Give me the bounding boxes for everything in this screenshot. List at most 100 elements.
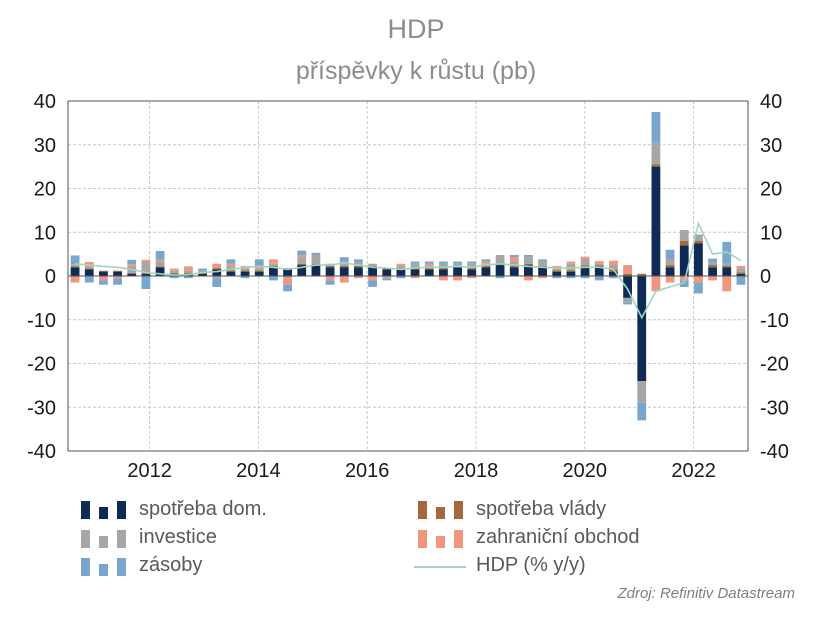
bar-inventories <box>113 278 122 285</box>
bar-inventories <box>424 261 434 264</box>
bar-inventories <box>481 259 491 262</box>
bar-consumption <box>396 269 406 276</box>
bar-consumption <box>424 269 434 276</box>
bar-government <box>637 273 647 276</box>
bar-trade <box>141 259 151 262</box>
bar-consumption <box>70 267 80 276</box>
legend-swatch-segment <box>418 501 427 519</box>
bar-trade <box>339 276 349 283</box>
x-tick-label: 2018 <box>454 460 499 482</box>
legend-swatch-segment <box>418 530 427 548</box>
x-tick-label: 2012 <box>127 460 172 482</box>
bar-government <box>623 273 632 276</box>
bar-inventories <box>694 282 703 294</box>
legend-swatch-segment <box>436 507 445 519</box>
bar-government <box>722 265 732 268</box>
bar-inventories <box>269 276 278 281</box>
y-tick-label-right: -10 <box>760 310 789 332</box>
bar-trade <box>552 265 562 269</box>
bar-trade <box>297 255 307 258</box>
bar-investment <box>240 268 250 271</box>
bar-consumption <box>141 273 151 276</box>
bar-investment <box>70 264 80 267</box>
bar-government <box>694 241 703 244</box>
bar-government <box>127 272 137 274</box>
bar-consumption <box>283 269 292 276</box>
legend-swatch-segment <box>99 564 108 576</box>
bar-investment <box>736 268 746 273</box>
bar-inventories <box>609 276 618 279</box>
bar-trade <box>382 276 392 279</box>
bar-investment <box>467 263 477 269</box>
legend-swatch-gdp <box>414 558 466 576</box>
bar-trade <box>269 259 278 264</box>
x-tick-label: 2014 <box>236 460 281 482</box>
bar-investment <box>396 265 406 269</box>
bar-government <box>198 272 207 274</box>
bar-inventories <box>368 280 377 287</box>
bar-consumption <box>339 267 349 276</box>
bar-trade <box>368 276 377 281</box>
legend-swatch-segment <box>454 501 463 519</box>
legend-swatch-government <box>418 501 464 519</box>
bar-trade <box>736 265 746 269</box>
legend-swatch-segment <box>81 530 90 548</box>
bar-consumption <box>481 267 491 276</box>
bar-trade <box>538 276 547 279</box>
bar-consumption <box>694 243 703 276</box>
bar-trade <box>679 276 689 281</box>
legend-label-investment: investice <box>139 526 217 548</box>
bar-government <box>651 164 661 167</box>
bar-inventories <box>453 261 462 264</box>
bar-consumption <box>453 267 462 276</box>
bar-investment <box>538 261 547 266</box>
bar-consumption <box>637 276 647 381</box>
bar-government <box>354 265 363 268</box>
bar-trade <box>184 266 193 271</box>
bar-government <box>226 270 236 272</box>
bar-inventories <box>509 255 519 258</box>
y-tick-label-left: 20 <box>34 179 56 201</box>
legend-swatch-segment <box>81 501 90 519</box>
bar-inventories <box>325 280 335 285</box>
bar-consumption <box>212 269 222 276</box>
bar-government <box>580 265 590 268</box>
bar-government <box>184 272 193 274</box>
bar-inventories <box>382 278 392 281</box>
legend-swatch-segment <box>454 530 463 548</box>
bar-trade <box>396 263 406 266</box>
bar-inventories <box>311 252 321 255</box>
bar-trade <box>155 259 165 262</box>
bar-government <box>424 268 434 270</box>
y-tick-label-right: 10 <box>760 222 782 244</box>
legend-swatch-segment <box>99 536 108 548</box>
y-tick-label-left: 0 <box>45 266 56 288</box>
bar-consumption <box>297 265 307 276</box>
bar-inventories <box>623 302 632 305</box>
bar-inventories <box>594 276 604 281</box>
bar-inventories <box>736 276 746 285</box>
y-tick-label-right: -30 <box>760 397 789 419</box>
bar-trade <box>113 276 122 279</box>
bar-inventories <box>155 251 165 260</box>
bar-government <box>552 270 562 272</box>
bar-government <box>240 270 250 272</box>
bar-consumption <box>708 267 717 276</box>
bar-trade <box>665 276 675 283</box>
bar-government <box>339 265 349 268</box>
bar-trade <box>84 262 94 267</box>
bar-investment <box>708 262 717 266</box>
bar-investment <box>254 268 264 271</box>
bar-government <box>254 270 264 272</box>
bar-trade <box>722 276 732 292</box>
bar-trade <box>354 276 363 279</box>
bar-consumption <box>609 271 618 276</box>
bar-government <box>70 266 80 268</box>
bar-consumption <box>524 265 533 276</box>
bar-consumption <box>410 269 420 276</box>
y-tick-label-right: -20 <box>760 354 789 376</box>
bar-government <box>594 265 604 268</box>
bar-consumption <box>311 265 321 276</box>
